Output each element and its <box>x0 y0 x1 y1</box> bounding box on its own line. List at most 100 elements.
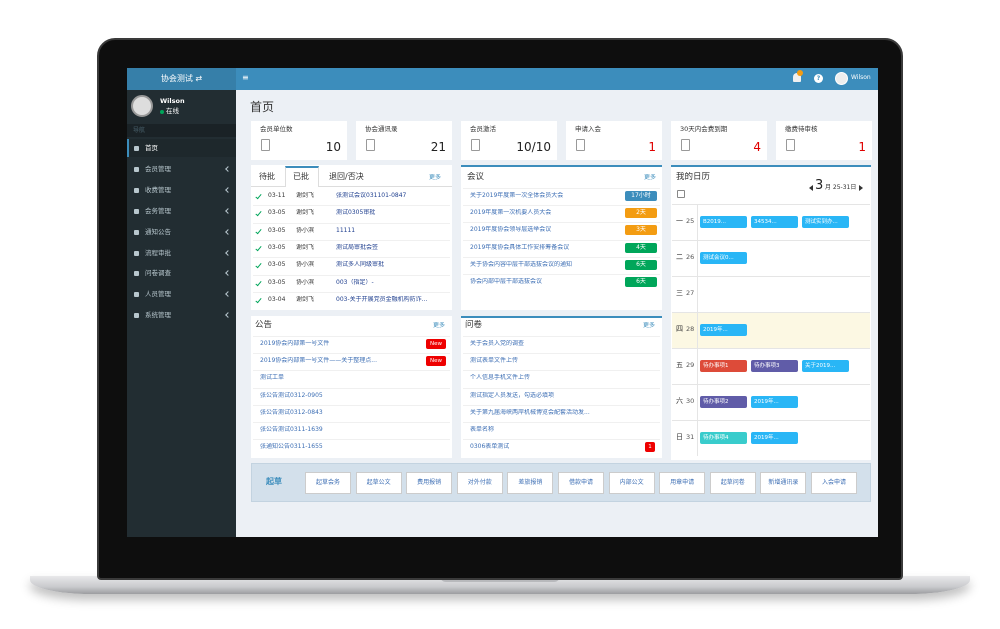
cal-next[interactable] <box>859 185 863 191</box>
cal-event[interactable]: 待办事项3 <box>751 360 798 372</box>
menu-item[interactable]: 人员管理 <box>145 290 171 299</box>
cal-event[interactable]: 2019年... <box>751 396 798 408</box>
cal-event[interactable]: 测试会议0... <box>700 252 747 264</box>
quick-button[interactable]: 起草会务 <box>305 472 351 494</box>
panel <box>251 165 452 310</box>
cal-divider <box>697 240 698 276</box>
quick-button[interactable]: 费用报销 <box>406 472 453 494</box>
cal-event[interactable]: 34534... <box>751 216 798 228</box>
stat-icon <box>261 139 270 151</box>
approval-title[interactable]: 003（指定）- <box>336 278 374 286</box>
menu-item[interactable]: 系统管理 <box>145 311 171 320</box>
list-item[interactable]: 测试指定人员发送，勾选必填项 <box>470 391 555 399</box>
more-link[interactable]: 更多 <box>429 174 442 181</box>
user-name[interactable]: Wilson <box>851 74 871 81</box>
menu-item[interactable]: 流程审批 <box>145 248 171 257</box>
approval-title[interactable]: 测试多人同级审批 <box>336 261 385 269</box>
stat-card[interactable] <box>461 121 557 160</box>
row-divider <box>253 205 450 207</box>
row-divider <box>463 404 660 406</box>
list-item[interactable]: 张公告测试0312-0843 <box>260 408 323 416</box>
menu-item[interactable]: 首页 <box>145 144 158 152</box>
stat-label: 会员激活 <box>470 125 496 133</box>
user-avatar[interactable] <box>835 72 848 85</box>
quick-button[interactable]: 用章申请 <box>659 472 706 494</box>
list-item[interactable]: 表单名称 <box>470 426 495 433</box>
meeting-title[interactable]: 关于2019年度第一次全体会员大会 <box>470 192 564 199</box>
notification-icon[interactable] <box>793 73 801 82</box>
list-item[interactable]: 0306表单测试 <box>470 443 510 451</box>
cal-row <box>672 204 870 240</box>
menu-toggle[interactable]: ≡ <box>242 73 249 82</box>
list-item[interactable]: 张公告测试0312-0905 <box>260 391 323 399</box>
meeting-title[interactable]: 协会内部中层干部选拔会议 <box>470 278 543 285</box>
tab[interactable]: 已批 <box>293 172 309 181</box>
approval-title[interactable]: 测试局审批会签 <box>336 243 379 251</box>
stat-card[interactable] <box>356 121 452 160</box>
row-divider <box>253 239 450 241</box>
cal-event[interactable]: 待办事项2 <box>700 396 747 408</box>
help-icon[interactable]: ? <box>814 74 823 83</box>
list-item[interactable]: 测试表单文件上传 <box>470 357 519 365</box>
stat-card[interactable] <box>671 121 767 160</box>
approval-title[interactable]: 11111 <box>336 226 356 234</box>
meeting-title[interactable]: 关于协会内容中层干部选拔会议的通知 <box>470 260 573 268</box>
quick-button[interactable]: 借款申请 <box>558 472 604 494</box>
cal-event[interactable]: 2019年... <box>700 324 747 336</box>
stat-card[interactable] <box>776 121 872 160</box>
row-divider <box>463 353 660 355</box>
list-item[interactable]: 关于会员入党的调查 <box>470 340 525 347</box>
cal-event[interactable]: 2019年... <box>751 432 798 444</box>
menu-item[interactable]: 会务管理 <box>145 206 171 215</box>
stat-label: 缴费待审核 <box>785 125 818 133</box>
cal-weekday: 三 <box>676 289 683 297</box>
approval-date: 03-04 <box>268 295 286 303</box>
stat-card[interactable] <box>251 121 347 160</box>
approval-person: 谢剑飞 <box>296 295 315 303</box>
quick-button[interactable]: 起草问卷 <box>709 472 756 494</box>
approval-title[interactable]: 张测试会议031101-0847 <box>336 192 407 199</box>
quick-button[interactable]: 差旅报销 <box>507 472 554 494</box>
stat-icon <box>366 139 375 151</box>
meeting-title[interactable]: 2019年度协会具体工作安排筹备会议 <box>470 243 570 251</box>
cal-event[interactable]: 待办事项1 <box>700 360 747 372</box>
meeting-title[interactable]: 2019年度第一次机要人员大会 <box>470 209 552 217</box>
quick-button[interactable]: 起草公文 <box>355 472 402 494</box>
quick-button[interactable]: 对外付款 <box>456 472 503 494</box>
list-item[interactable]: 张公告测试0311-1639 <box>260 426 323 433</box>
list-item[interactable]: 2019协会内部第一号文件 <box>260 340 330 347</box>
list-item[interactable]: 关于第九届海峡两岸机械博览会配套活动发... <box>470 408 590 416</box>
quick-button[interactable]: 内部公文 <box>608 472 655 494</box>
menu-icon <box>134 292 139 298</box>
menu-icon <box>134 229 139 235</box>
tab[interactable]: 退回/否决 <box>329 172 364 181</box>
menu-item[interactable]: 通知公告 <box>145 227 171 236</box>
cal-event[interactable]: 待办事项4 <box>700 432 747 444</box>
menu-item[interactable]: 收费管理 <box>145 185 171 194</box>
menu-item[interactable]: 问卷调查 <box>145 269 171 278</box>
quick-button[interactable]: 入会申请 <box>811 472 857 494</box>
list-item[interactable]: 个人信息手机文件上传 <box>470 374 531 382</box>
tab[interactable]: 待批 <box>259 172 275 181</box>
panel-title: 会议 <box>467 172 485 182</box>
cal-event[interactable]: 测试实到办... <box>802 216 849 228</box>
approval-title[interactable]: 测试0305审批 <box>336 209 376 217</box>
quick-button[interactable]: 新增通讯录 <box>760 472 807 494</box>
stat-card[interactable] <box>566 121 662 160</box>
menu-item[interactable]: 会员管理 <box>145 164 171 173</box>
list-item[interactable]: 张通知公告0311-1655 <box>260 443 323 451</box>
row-divider <box>463 387 660 389</box>
more-link[interactable]: 更多 <box>643 322 656 329</box>
meeting-title[interactable]: 2019年度协会领导层选举会议 <box>470 226 552 234</box>
cal-weekday: 二 <box>676 253 683 261</box>
cal-event[interactable]: B2019... <box>700 216 747 228</box>
cal-prev[interactable] <box>809 185 813 191</box>
cal-event[interactable]: 关于2019... <box>802 360 849 372</box>
more-link[interactable]: 更多 <box>433 322 446 329</box>
approval-title[interactable]: 003-关于开展党员金融机构防诈... <box>336 295 428 303</box>
more-link[interactable]: 更多 <box>644 174 657 181</box>
cal-divider <box>697 312 698 348</box>
list-item[interactable]: 测试工单 <box>260 374 285 382</box>
list-item[interactable]: 2019协会内部第一号文件——关于整理点... <box>260 357 377 365</box>
